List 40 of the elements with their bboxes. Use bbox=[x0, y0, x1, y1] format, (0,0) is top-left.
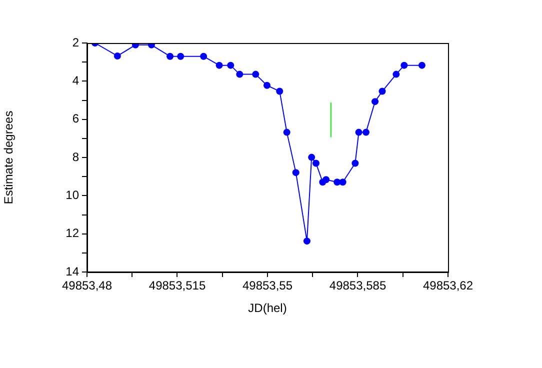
point bbox=[308, 154, 316, 161]
point bbox=[322, 176, 330, 184]
point bbox=[362, 128, 370, 136]
y-tick-label: 14 bbox=[66, 264, 80, 278]
point bbox=[303, 238, 310, 245]
point bbox=[252, 70, 260, 78]
point bbox=[378, 88, 386, 95]
point bbox=[418, 62, 426, 69]
y-tick-label: 4 bbox=[72, 73, 80, 88]
point bbox=[352, 160, 359, 167]
point bbox=[400, 62, 408, 69]
y-tick-label: 2 bbox=[72, 35, 80, 50]
x-tick-label: 49853,48 bbox=[62, 278, 112, 293]
point bbox=[166, 52, 174, 60]
y-axis-title: Estimate degrees bbox=[2, 110, 16, 204]
point bbox=[392, 70, 400, 78]
point bbox=[227, 62, 234, 69]
x-tick-label: 49853,585 bbox=[329, 278, 386, 293]
y-tick-label: 6 bbox=[72, 112, 80, 126]
point bbox=[200, 52, 208, 60]
point bbox=[236, 70, 244, 78]
x-tick-label: 49853,62 bbox=[422, 278, 474, 293]
point bbox=[283, 128, 290, 136]
y-tick-label: 12 bbox=[66, 226, 80, 240]
point bbox=[312, 160, 320, 167]
y-tick-label: 8 bbox=[72, 150, 80, 164]
point bbox=[177, 52, 184, 60]
point bbox=[372, 98, 379, 106]
point bbox=[263, 82, 270, 89]
point bbox=[355, 128, 362, 136]
point bbox=[216, 62, 223, 69]
point bbox=[334, 178, 341, 186]
x-tick-label: 49853,55 bbox=[242, 278, 293, 293]
point bbox=[276, 88, 284, 95]
point bbox=[292, 169, 300, 176]
x-tick-label: 49853,515 bbox=[148, 278, 206, 293]
x-axis-title: JD(hel) bbox=[248, 301, 287, 316]
point bbox=[339, 178, 346, 186]
y-tick-label: 10 bbox=[66, 188, 80, 202]
point bbox=[114, 52, 121, 60]
